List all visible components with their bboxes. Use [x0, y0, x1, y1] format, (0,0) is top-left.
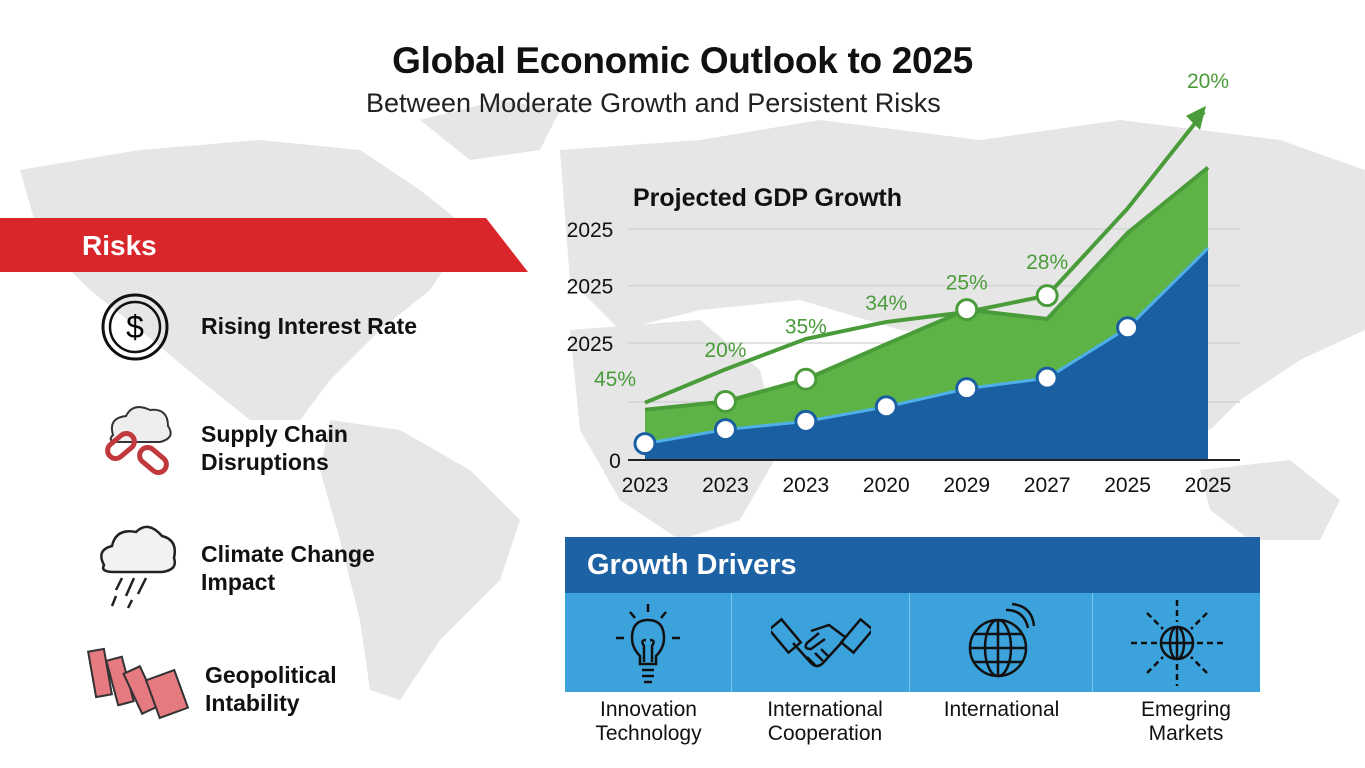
driver-label-line: International — [943, 698, 1060, 721]
dollar-coin-icon: $ — [101, 293, 169, 361]
handshake-icon — [770, 617, 871, 667]
blue-area-point — [1035, 366, 1059, 390]
driver-label: Innovation Technology — [565, 698, 732, 746]
green-area-edge — [644, 165, 1210, 412]
data-label: 28% — [1026, 251, 1068, 274]
y-tick-label: 0 — [609, 450, 621, 473]
blue-area-edge — [644, 247, 1210, 446]
x-tick-label: 2023 — [702, 474, 749, 497]
driver-label: International — [910, 698, 1093, 722]
blue-area-point — [794, 409, 818, 433]
blue-area-point — [1116, 316, 1140, 340]
x-tick-label: 2025 — [1185, 474, 1232, 497]
driver-label-line: Markets — [1148, 722, 1224, 745]
green-trend-line-point — [1035, 284, 1059, 308]
x-tick-label: 2023 — [782, 474, 829, 497]
data-label: 35% — [785, 315, 827, 338]
driver-label-line: Innovation — [600, 698, 697, 721]
risk-supply-chain: Supply Chain Disruptions — [201, 420, 348, 476]
driver-international — [910, 593, 1093, 692]
blue-area-point — [874, 395, 898, 419]
green-area-point — [794, 367, 818, 391]
svg-text:$: $ — [126, 309, 144, 345]
chart-title: Projected GDP Growth — [633, 184, 903, 212]
driver-innovation — [565, 593, 732, 692]
radiant-globe-icon — [1130, 599, 1223, 686]
risk-label: Impact — [201, 569, 276, 595]
driver-emerging-markets — [1093, 593, 1260, 692]
risks-heading: Risks — [82, 230, 157, 261]
data-label: 20% — [1187, 70, 1229, 93]
blue-area — [645, 248, 1208, 460]
data-label: 25% — [946, 272, 988, 295]
green-area-point — [955, 298, 979, 322]
driver-label: International Cooperation — [732, 698, 918, 746]
trend-arrow-head — [1186, 105, 1206, 130]
data-label: 34% — [865, 292, 907, 315]
data-label: 20% — [704, 339, 746, 362]
blue-area-point — [955, 377, 979, 401]
risk-climate-change: Climate Change Impact — [201, 540, 375, 596]
driver-label-line: Emegring — [1141, 698, 1231, 721]
driver-cooperation — [732, 593, 910, 692]
page-subtitle: Between Moderate Growth and Persistent R… — [366, 88, 941, 118]
blue-area-point — [713, 418, 737, 442]
rain-cloud-icon — [100, 525, 176, 609]
globe-icon — [968, 602, 1036, 677]
driver-label-line: Cooperation — [767, 722, 883, 745]
x-tick-label: 2027 — [1024, 474, 1071, 497]
dominoes-icon — [86, 647, 190, 720]
risk-label: Supply Chain — [201, 421, 348, 447]
broken-chain-cloud-icon — [105, 406, 172, 475]
lightbulb-icon — [616, 603, 680, 683]
x-tick-label: 2020 — [863, 474, 910, 497]
y-tick-label: 2025 — [567, 276, 614, 299]
growth-drivers-panel — [565, 593, 1260, 692]
x-tick-label: 2029 — [943, 474, 990, 497]
driver-label: Emegring Markets — [1100, 698, 1272, 746]
green-trend-line — [644, 110, 1206, 405]
driver-label-line: International — [767, 698, 883, 721]
blue-area-point — [633, 432, 657, 456]
x-tick-label: 2025 — [1104, 474, 1151, 497]
risk-label: Disruptions — [201, 449, 329, 475]
risk-label: Climate Change — [201, 541, 375, 567]
growth-drivers-header: Growth Drivers — [565, 537, 1260, 593]
data-label: 45% — [594, 368, 636, 391]
y-tick-label: 2025 — [567, 333, 614, 356]
green-area-point — [713, 390, 737, 413]
risks-banner: Risks — [0, 218, 528, 272]
growth-drivers-heading: Growth Drivers — [587, 549, 797, 581]
risk-label: Rising Interest Rate — [201, 313, 417, 339]
y-tick-label: 2025 — [567, 219, 614, 242]
risk-geopolitical: Geopolitical Intability — [205, 661, 337, 717]
risk-rising-interest-rate: Rising Interest Rate — [201, 312, 417, 340]
risk-label: Intability — [205, 690, 300, 716]
page-title: Global Economic Outlook to 2025 — [392, 40, 973, 81]
driver-label-line: Technology — [595, 722, 702, 745]
risk-label: Geopolitical — [205, 662, 337, 688]
x-tick-label: 2023 — [622, 474, 669, 497]
